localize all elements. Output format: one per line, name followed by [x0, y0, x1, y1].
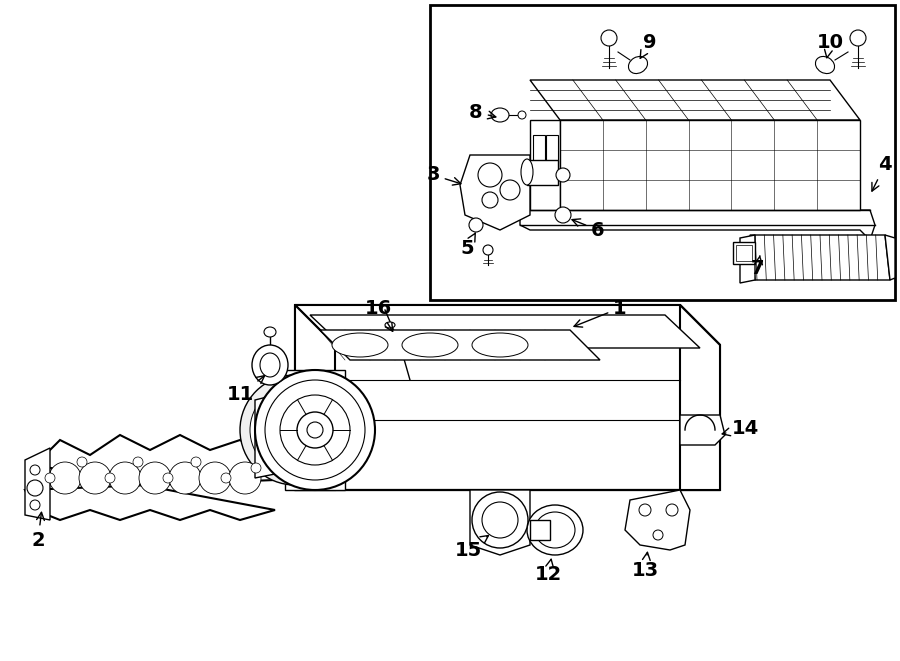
Text: 4: 4	[872, 155, 892, 191]
Polygon shape	[470, 490, 530, 555]
Polygon shape	[530, 120, 560, 210]
Ellipse shape	[264, 327, 276, 337]
Text: 11: 11	[227, 375, 265, 405]
Polygon shape	[460, 155, 530, 230]
Text: 5: 5	[460, 233, 475, 258]
Polygon shape	[530, 80, 860, 120]
Ellipse shape	[472, 333, 528, 357]
Polygon shape	[750, 235, 890, 280]
Ellipse shape	[139, 462, 171, 494]
Ellipse shape	[27, 480, 43, 496]
Ellipse shape	[49, 462, 81, 494]
Text: 15: 15	[454, 535, 489, 559]
Ellipse shape	[240, 375, 350, 485]
Ellipse shape	[265, 380, 365, 480]
Text: 1: 1	[574, 299, 626, 327]
Ellipse shape	[109, 462, 141, 494]
Ellipse shape	[221, 473, 231, 483]
Text: 6: 6	[572, 219, 605, 239]
Bar	[736, 245, 752, 261]
Polygon shape	[320, 330, 600, 360]
Ellipse shape	[297, 412, 333, 448]
Polygon shape	[285, 370, 345, 490]
Ellipse shape	[478, 163, 502, 187]
Polygon shape	[740, 235, 755, 283]
Ellipse shape	[666, 504, 678, 516]
Ellipse shape	[639, 504, 651, 516]
Text: 12: 12	[535, 559, 562, 584]
Ellipse shape	[255, 370, 375, 490]
Ellipse shape	[163, 473, 173, 483]
Text: 7: 7	[752, 256, 765, 278]
Ellipse shape	[275, 410, 315, 450]
Ellipse shape	[483, 245, 493, 255]
Ellipse shape	[601, 30, 617, 46]
Ellipse shape	[280, 395, 350, 465]
Text: 13: 13	[632, 553, 659, 580]
Polygon shape	[295, 305, 335, 490]
Ellipse shape	[229, 462, 261, 494]
Text: 10: 10	[816, 32, 843, 58]
Ellipse shape	[469, 218, 483, 232]
Bar	[430, 5, 895, 300]
Ellipse shape	[527, 505, 583, 555]
Text: 3: 3	[427, 165, 461, 185]
Text: 14: 14	[722, 418, 759, 438]
Ellipse shape	[77, 457, 87, 467]
Ellipse shape	[518, 111, 526, 119]
Polygon shape	[25, 448, 50, 520]
Text: 8: 8	[469, 102, 496, 122]
Ellipse shape	[482, 502, 518, 538]
Text: 9: 9	[640, 32, 657, 58]
Bar	[533, 135, 545, 163]
Polygon shape	[295, 305, 720, 490]
Ellipse shape	[79, 462, 111, 494]
Ellipse shape	[628, 56, 647, 73]
Polygon shape	[310, 315, 700, 348]
Ellipse shape	[555, 207, 571, 223]
Ellipse shape	[491, 108, 509, 122]
Ellipse shape	[850, 30, 866, 46]
Ellipse shape	[521, 159, 533, 185]
Polygon shape	[520, 210, 875, 240]
Polygon shape	[885, 235, 895, 280]
Polygon shape	[560, 120, 860, 210]
Ellipse shape	[30, 465, 40, 475]
Ellipse shape	[500, 180, 520, 200]
Ellipse shape	[30, 500, 40, 510]
Polygon shape	[625, 490, 690, 550]
Text: 16: 16	[364, 299, 392, 331]
Ellipse shape	[402, 333, 458, 357]
Bar	[546, 135, 558, 163]
Ellipse shape	[385, 322, 395, 328]
Polygon shape	[527, 160, 558, 185]
Ellipse shape	[815, 56, 834, 73]
Ellipse shape	[251, 463, 261, 473]
Polygon shape	[680, 415, 725, 445]
Ellipse shape	[332, 333, 388, 357]
Ellipse shape	[556, 168, 570, 182]
Polygon shape	[680, 305, 720, 490]
Ellipse shape	[482, 192, 498, 208]
Polygon shape	[255, 390, 295, 478]
Ellipse shape	[250, 385, 340, 475]
Bar	[530, 520, 550, 540]
Ellipse shape	[169, 462, 201, 494]
Text: 2: 2	[32, 512, 45, 549]
Polygon shape	[25, 435, 275, 520]
Bar	[733, 242, 755, 264]
Polygon shape	[295, 305, 720, 345]
Ellipse shape	[260, 353, 280, 377]
Ellipse shape	[199, 462, 231, 494]
Ellipse shape	[252, 345, 288, 385]
Ellipse shape	[105, 473, 115, 483]
Ellipse shape	[653, 530, 663, 540]
Ellipse shape	[307, 422, 323, 438]
Ellipse shape	[535, 512, 575, 548]
Ellipse shape	[133, 457, 143, 467]
Ellipse shape	[45, 473, 55, 483]
Ellipse shape	[191, 457, 201, 467]
Ellipse shape	[472, 492, 528, 548]
